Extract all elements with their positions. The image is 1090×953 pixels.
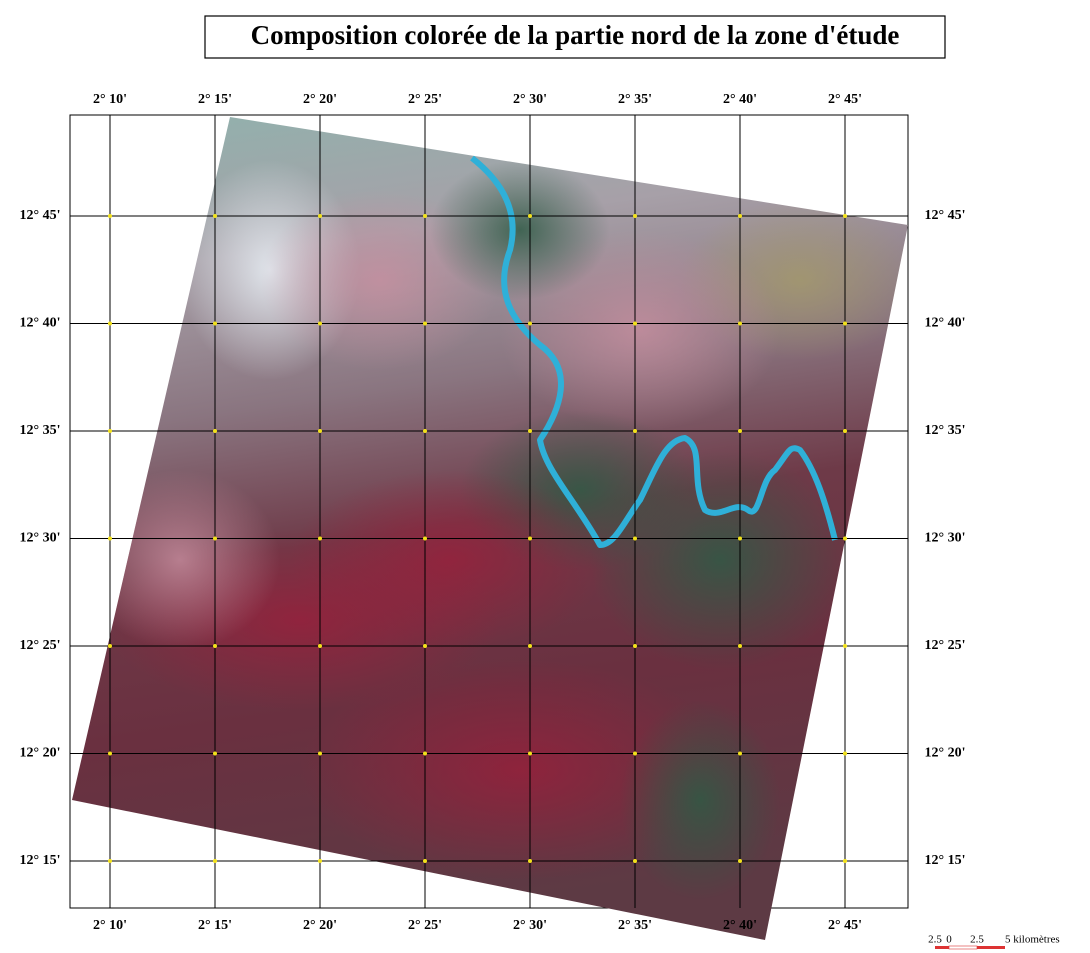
grid-intersection xyxy=(633,644,637,648)
grid-intersection xyxy=(318,429,322,433)
latitude-label-right: 12° 20' xyxy=(925,746,966,761)
longitude-label-bottom: 2° 15' xyxy=(198,918,232,933)
grid-intersection xyxy=(528,751,532,756)
grid-intersection xyxy=(318,536,322,541)
grid-intersection xyxy=(738,429,742,433)
scale-label: 0 xyxy=(946,934,952,946)
grid-intersection xyxy=(633,214,637,218)
latitude-label-right: 12° 45' xyxy=(925,208,966,223)
scale-labels: 2.5 0 2.5 5 kilomètres xyxy=(928,934,1060,946)
grid-intersection xyxy=(738,321,742,326)
longitude-label-bottom: 2° 40' xyxy=(723,918,757,933)
grid-intersection xyxy=(738,751,742,756)
scale-bar xyxy=(935,945,1005,950)
grid-intersection xyxy=(738,536,742,541)
grid-intersection xyxy=(318,751,322,756)
longitude-label-top: 2° 35' xyxy=(618,92,652,107)
grid-intersection xyxy=(423,214,427,218)
latitude-label-left: 12° 30' xyxy=(20,531,61,546)
grid-intersection xyxy=(843,429,847,433)
latitude-label-left: 12° 25' xyxy=(20,638,61,653)
title-box xyxy=(204,15,946,59)
grid-intersection xyxy=(213,214,217,218)
grid-intersection xyxy=(318,321,322,326)
graticule-labels: 2° 10' 2° 10' 2° 15' 2° 15' 2° 20' 2° 20' 2° 2… xyxy=(20,92,966,933)
grid-intersection xyxy=(318,859,322,863)
map-title: Composition colorée de la partie nord de… xyxy=(251,20,900,50)
grid-intersection xyxy=(843,321,847,326)
longitude-label-bottom: 2° 20' xyxy=(303,918,337,933)
grid-intersection xyxy=(528,429,532,433)
grid-intersection xyxy=(213,644,217,648)
grid-intersection xyxy=(738,644,742,648)
grid-intersection xyxy=(318,214,322,218)
longitude-label-top: 2° 10' xyxy=(93,92,127,107)
longitude-label-top: 2° 45' xyxy=(828,92,862,107)
latitude-label-right: 12° 30' xyxy=(925,531,966,546)
grid-intersection xyxy=(843,859,847,863)
longitude-label-bottom: 2° 35' xyxy=(618,918,652,933)
latitude-label-left: 12° 20' xyxy=(20,746,61,761)
grid-intersection xyxy=(213,321,217,326)
grid-intersection xyxy=(528,321,532,326)
latitude-label-left: 12° 45' xyxy=(20,208,61,223)
grid-intersection xyxy=(213,536,217,541)
grid-intersection xyxy=(423,751,427,756)
longitude-label-top: 2° 15' xyxy=(198,92,232,107)
grid-intersection xyxy=(633,751,637,756)
longitude-label-bottom: 2° 30' xyxy=(513,918,547,933)
longitude-label-top: 2° 30' xyxy=(513,92,547,107)
graticule xyxy=(70,115,908,908)
scale-label: 5 kilomètres xyxy=(1005,934,1060,946)
latitude-label-right: 12° 25' xyxy=(925,638,966,653)
grid-intersection xyxy=(528,536,532,541)
grid-intersection xyxy=(108,751,112,756)
grid-intersection xyxy=(843,751,847,756)
grid-intersection xyxy=(423,536,427,541)
grid-intersection xyxy=(108,536,112,541)
grid-intersection xyxy=(738,214,742,218)
grid-intersection xyxy=(423,644,427,648)
grid-intersection xyxy=(213,751,217,756)
grid-intersection xyxy=(108,214,112,218)
longitude-label-bottom: 2° 25' xyxy=(408,918,442,933)
grid-intersection xyxy=(423,859,427,863)
longitude-label-top: 2° 25' xyxy=(408,92,442,107)
grid-intersection xyxy=(633,859,637,863)
grid-intersection xyxy=(108,429,112,433)
longitude-label-top: 2° 20' xyxy=(303,92,337,107)
longitude-label-top: 2° 40' xyxy=(723,92,757,107)
grid-intersection xyxy=(213,859,217,863)
grid-intersection xyxy=(843,644,847,648)
latitude-label-right: 12° 35' xyxy=(925,423,966,438)
latitude-label-left: 12° 35' xyxy=(20,423,61,438)
grid-intersection xyxy=(108,644,112,648)
scale-label: 2.5 xyxy=(970,934,984,946)
longitude-label-bottom: 2° 10' xyxy=(93,918,127,933)
grid-intersection xyxy=(528,214,532,218)
grid-intersection xyxy=(738,859,742,863)
grid-intersection xyxy=(423,429,427,433)
grid-intersection xyxy=(633,429,637,433)
grid-intersection xyxy=(423,321,427,326)
latitude-label-right: 12° 15' xyxy=(925,853,966,868)
scale-label: 2.5 xyxy=(928,934,942,946)
grid-intersection xyxy=(528,644,532,648)
grid-intersection xyxy=(843,536,847,541)
grid-intersection xyxy=(108,321,112,326)
grid-intersection xyxy=(108,859,112,863)
longitude-label-bottom: 2° 45' xyxy=(828,918,862,933)
grid-intersection xyxy=(318,644,322,648)
grid-intersection xyxy=(528,859,532,863)
latitude-label-left: 12° 40' xyxy=(20,316,61,331)
latitude-label-left: 12° 15' xyxy=(20,853,61,868)
latitude-label-right: 12° 40' xyxy=(925,316,966,331)
grid-intersection xyxy=(633,321,637,326)
grid-intersection xyxy=(213,429,217,433)
grid-intersection xyxy=(633,536,637,541)
grid-intersection xyxy=(843,214,847,218)
